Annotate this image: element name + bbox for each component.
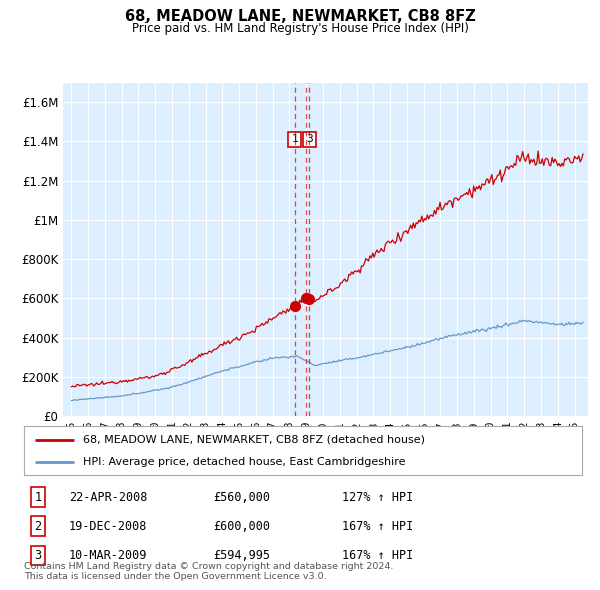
Text: 167% ↑ HPI: 167% ↑ HPI — [342, 520, 413, 533]
Text: 1: 1 — [34, 491, 41, 504]
Text: Contains HM Land Registry data © Crown copyright and database right 2024.: Contains HM Land Registry data © Crown c… — [24, 562, 394, 571]
Text: 3: 3 — [306, 135, 313, 145]
Text: This data is licensed under the Open Government Licence v3.0.: This data is licensed under the Open Gov… — [24, 572, 326, 581]
Text: HPI: Average price, detached house, East Cambridgeshire: HPI: Average price, detached house, East… — [83, 457, 405, 467]
Text: £594,995: £594,995 — [214, 549, 271, 562]
Text: 68, MEADOW LANE, NEWMARKET, CB8 8FZ (detached house): 68, MEADOW LANE, NEWMARKET, CB8 8FZ (det… — [83, 435, 425, 445]
Text: 68, MEADOW LANE, NEWMARKET, CB8 8FZ: 68, MEADOW LANE, NEWMARKET, CB8 8FZ — [125, 9, 475, 24]
Text: 3: 3 — [34, 549, 41, 562]
Text: 127% ↑ HPI: 127% ↑ HPI — [342, 491, 413, 504]
Text: £600,000: £600,000 — [214, 520, 271, 533]
Text: 10-MAR-2009: 10-MAR-2009 — [68, 549, 147, 562]
Text: Price paid vs. HM Land Registry's House Price Index (HPI): Price paid vs. HM Land Registry's House … — [131, 22, 469, 35]
Text: 167% ↑ HPI: 167% ↑ HPI — [342, 549, 413, 562]
Text: 1: 1 — [291, 135, 298, 145]
Text: 2: 2 — [34, 520, 41, 533]
Text: 19-DEC-2008: 19-DEC-2008 — [68, 520, 147, 533]
Text: 22-APR-2008: 22-APR-2008 — [68, 491, 147, 504]
Text: £560,000: £560,000 — [214, 491, 271, 504]
